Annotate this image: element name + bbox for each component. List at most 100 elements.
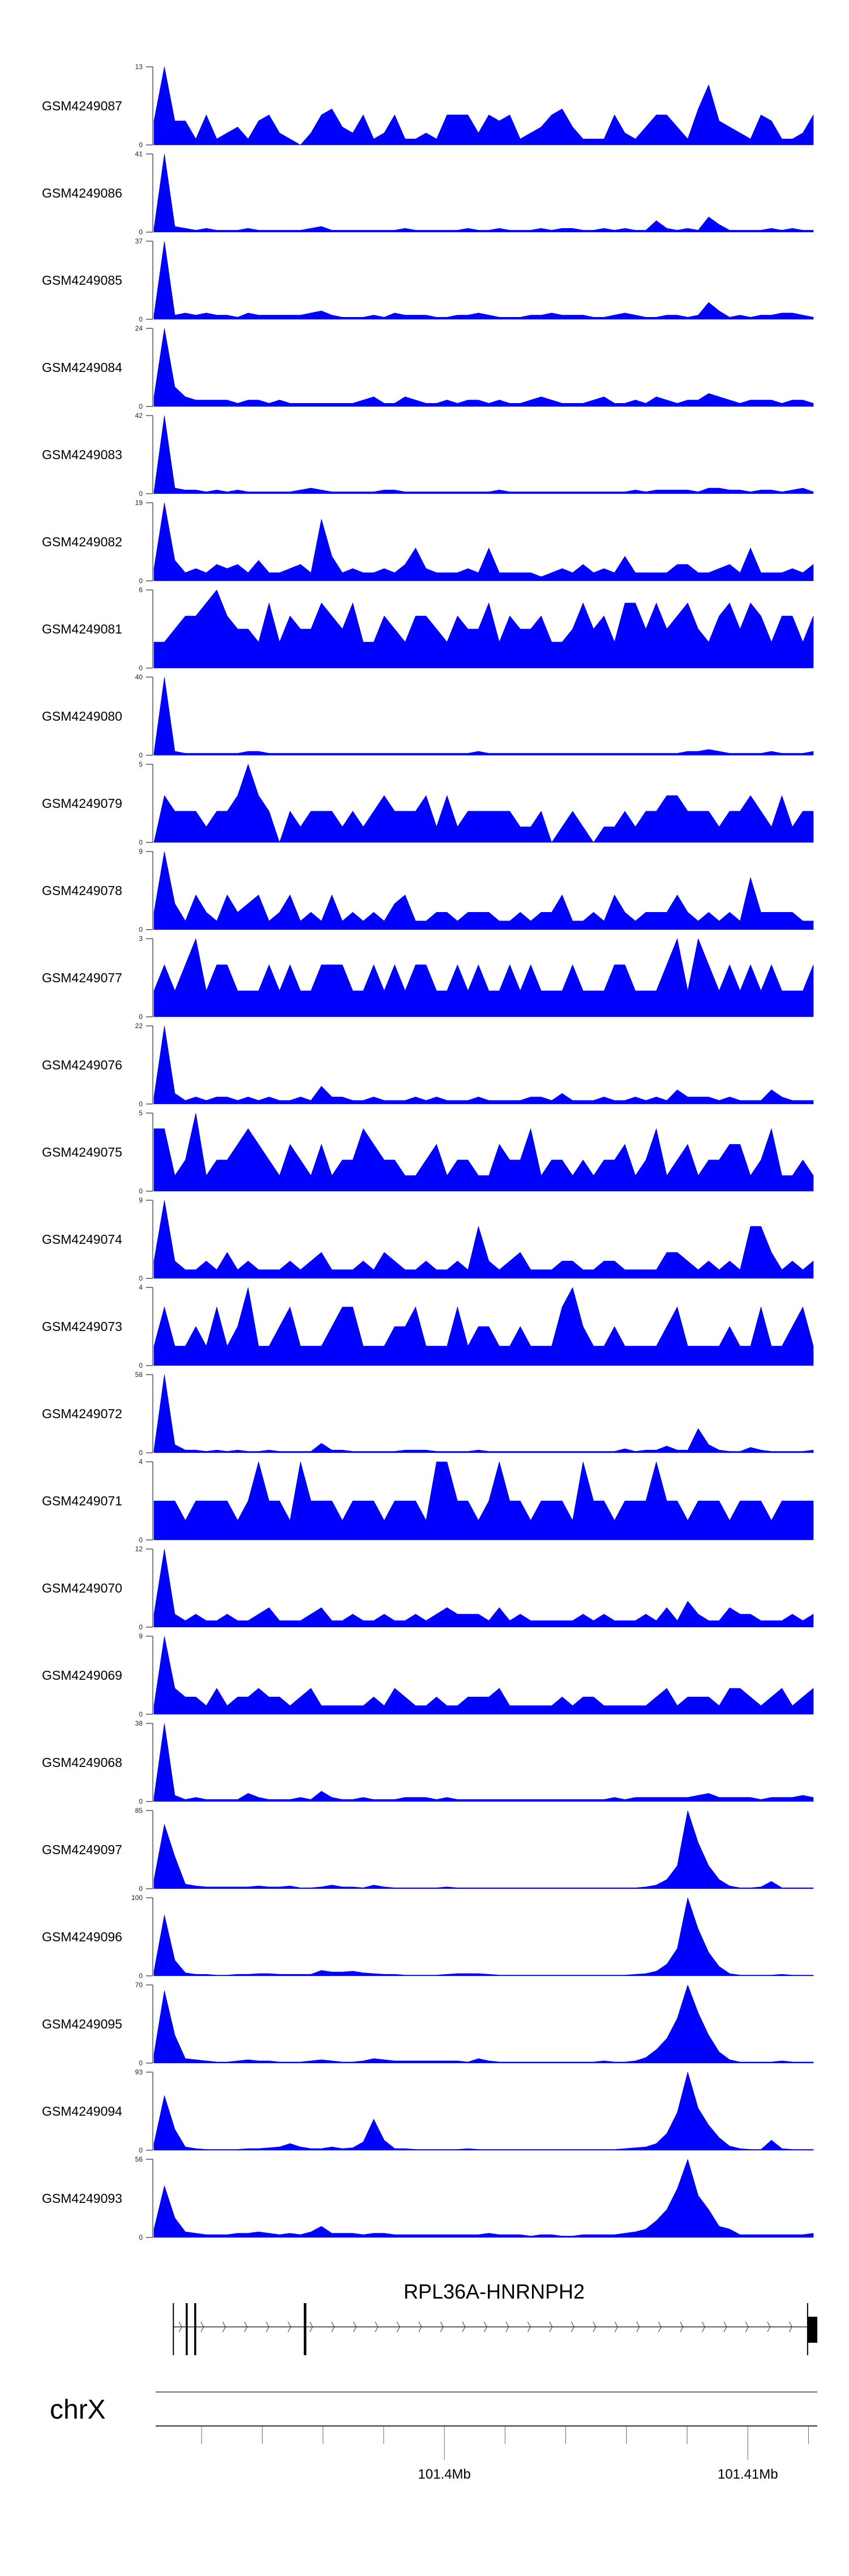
track-label: GSM4249079 [42, 796, 122, 811]
track-label: GSM4249082 [42, 534, 122, 549]
strand-arrow-icon [658, 2321, 662, 2333]
track-label: GSM4249095 [42, 2017, 122, 2031]
coverage-area [153, 241, 814, 320]
strand-arrow-icon [418, 2321, 422, 2333]
chromosome-label: chrX [50, 2395, 106, 2425]
strand-arrow-icon [309, 2321, 313, 2333]
track-label: GSM4249087 [42, 99, 122, 113]
coverage-area [153, 328, 814, 407]
strand-arrow-icon [200, 2321, 204, 2333]
y-tick-label-max: 100 [131, 1894, 143, 1902]
coverage-area [153, 677, 814, 756]
y-tick-label-max: 42 [135, 412, 143, 420]
y-tick-label-min: 0 [139, 1710, 143, 1718]
coverage-area [153, 1548, 814, 1628]
axis-tick-label: 101.41Mb [718, 2467, 778, 2482]
strand-arrow-icon [396, 2321, 400, 2333]
track-GSM4249069: GSM4249069 9 0 [42, 1632, 814, 1718]
coverage-area [153, 1636, 814, 1715]
coverage-area [153, 2071, 814, 2151]
y-tick-label-min: 0 [139, 1623, 143, 1631]
strand-arrow-icon [244, 2321, 248, 2333]
coverage-area [153, 1984, 814, 2064]
track-label: GSM4249072 [42, 1406, 122, 1421]
y-tick-label-min: 0 [139, 1013, 143, 1021]
track-label: GSM4249096 [42, 1929, 122, 1944]
track-label: GSM4249081 [42, 622, 122, 636]
coverage-area [153, 502, 814, 581]
strand-arrow-icon [767, 2321, 771, 2333]
track-GSM4249070: GSM4249070 12 0 [42, 1545, 814, 1631]
track-label: GSM4249083 [42, 447, 122, 462]
track-label: GSM4249080 [42, 709, 122, 724]
strand-arrow-icon [178, 2321, 182, 2333]
y-tick-label-min: 0 [139, 1798, 143, 1805]
gene-label: RPL36A-HNRNPH2 [404, 2280, 585, 2303]
track-GSM4249086: GSM4249086 41 0 [42, 150, 814, 236]
track-label: GSM4249076 [42, 1058, 122, 1072]
track-label: GSM4249069 [42, 1668, 122, 1683]
track-label: GSM4249093 [42, 2191, 122, 2206]
exon [303, 2303, 307, 2355]
strand-arrow-icon [288, 2321, 291, 2333]
y-tick-label-max: 85 [135, 1807, 143, 1815]
strand-arrow-icon [788, 2321, 792, 2333]
track-label: GSM4249074 [42, 1232, 122, 1247]
strand-arrow-icon [636, 2321, 640, 2333]
y-tick-label-max: 93 [135, 2068, 143, 2076]
track-GSM4249075: GSM4249075 5 0 [42, 1109, 814, 1195]
track-GSM4249095: GSM4249095 70 0 [42, 1981, 814, 2067]
track-GSM4249068: GSM4249068 38 0 [42, 1719, 814, 1805]
track-label: GSM4249078 [42, 883, 122, 898]
y-tick-label-min: 0 [139, 490, 143, 498]
y-tick-label-max: 5 [139, 1109, 143, 1117]
track-GSM4249076: GSM4249076 22 0 [42, 1022, 814, 1108]
coverage-area [153, 66, 814, 146]
track-label: GSM4249077 [42, 970, 122, 985]
track-label: GSM4249084 [42, 360, 122, 375]
coverage-area [153, 1112, 814, 1192]
axis-tick-label: 101.4Mb [418, 2467, 470, 2482]
coverage-area [153, 1461, 814, 1541]
track-GSM4249087: GSM4249087 13 0 [42, 63, 814, 149]
y-tick-label-min: 0 [139, 1885, 143, 1893]
track-label: GSM4249075 [42, 1145, 122, 1159]
y-tick-label-min: 0 [139, 1187, 143, 1195]
y-tick-label-min: 0 [139, 577, 143, 585]
coverage-area [153, 764, 814, 843]
track-GSM4249082: GSM4249082 19 0 [42, 499, 814, 585]
track-GSM4249096: GSM4249096 100 0 [42, 1894, 814, 1980]
strand-arrow-icon [745, 2321, 749, 2333]
y-tick-label-max: 40 [135, 673, 143, 681]
track-GSM4249093: GSM4249093 56 0 [42, 2155, 814, 2241]
y-tick-label-min: 0 [139, 141, 143, 149]
y-tick-label-min: 0 [139, 1449, 143, 1457]
y-tick-label-min: 0 [139, 315, 143, 323]
track-GSM4249080: GSM4249080 40 0 [42, 673, 814, 759]
track-GSM4249073: GSM4249073 4 0 [42, 1283, 814, 1370]
y-tick-label-min: 0 [139, 2233, 143, 2241]
strand-arrow-icon [462, 2321, 466, 2333]
track-label: GSM4249070 [42, 1581, 122, 1595]
coverage-area [153, 1025, 814, 1105]
strand-arrow-icon [440, 2321, 444, 2333]
y-tick-label-min: 0 [139, 2146, 143, 2154]
track-label: GSM4249094 [42, 2104, 122, 2119]
y-tick-label-min: 0 [139, 838, 143, 846]
y-tick-label-min: 0 [139, 1972, 143, 1980]
strand-arrow-icon [375, 2321, 379, 2333]
coverage-area [153, 1287, 814, 1366]
exon [186, 2303, 188, 2355]
track-GSM4249072: GSM4249072 58 0 [42, 1371, 814, 1457]
track-GSM4249085: GSM4249085 37 0 [42, 237, 814, 323]
strand-arrow-icon [701, 2321, 705, 2333]
y-tick-label-max: 9 [139, 1196, 143, 1204]
y-tick-label-max: 56 [135, 2155, 143, 2163]
coverage-area [153, 153, 814, 233]
track-label: GSM4249086 [42, 186, 122, 200]
y-tick-label-max: 37 [135, 237, 143, 245]
strand-arrow-icon [549, 2321, 553, 2333]
exon [194, 2303, 196, 2355]
track-label: GSM4249073 [42, 1319, 122, 1334]
coverage-area [153, 1374, 814, 1453]
